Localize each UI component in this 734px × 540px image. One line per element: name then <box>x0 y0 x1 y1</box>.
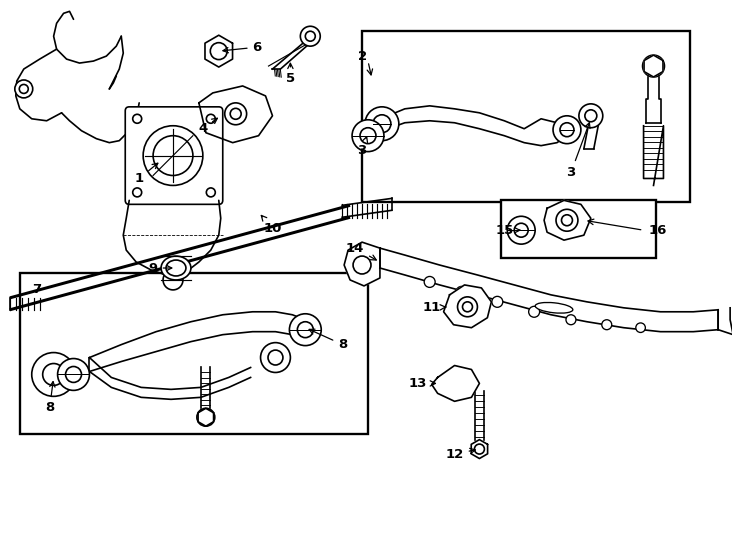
Circle shape <box>352 120 384 152</box>
Polygon shape <box>380 106 567 146</box>
Circle shape <box>15 80 33 98</box>
Circle shape <box>562 215 573 226</box>
Text: 13: 13 <box>409 377 435 390</box>
Circle shape <box>268 350 283 365</box>
Circle shape <box>211 43 228 59</box>
Text: 3: 3 <box>567 123 590 179</box>
Polygon shape <box>644 55 663 77</box>
Circle shape <box>261 342 291 373</box>
Text: 16: 16 <box>649 224 667 237</box>
Circle shape <box>579 104 603 128</box>
Circle shape <box>515 223 528 237</box>
Text: 8: 8 <box>309 329 347 351</box>
Polygon shape <box>471 440 487 458</box>
Text: 8: 8 <box>45 382 55 414</box>
Circle shape <box>360 128 376 144</box>
Polygon shape <box>198 408 214 426</box>
Text: 14: 14 <box>346 241 377 260</box>
Text: 4: 4 <box>198 118 217 135</box>
Text: 15: 15 <box>495 224 520 237</box>
Circle shape <box>300 26 320 46</box>
Circle shape <box>424 276 435 287</box>
Text: 2: 2 <box>358 50 367 63</box>
Circle shape <box>353 256 371 274</box>
Text: 3: 3 <box>357 137 368 157</box>
Circle shape <box>566 315 576 325</box>
Circle shape <box>133 188 142 197</box>
Ellipse shape <box>535 302 573 313</box>
Polygon shape <box>443 285 491 328</box>
Text: 1: 1 <box>134 163 158 185</box>
Polygon shape <box>205 35 233 67</box>
Circle shape <box>642 55 664 77</box>
Ellipse shape <box>166 260 186 276</box>
Polygon shape <box>432 366 479 401</box>
Circle shape <box>492 296 503 307</box>
Polygon shape <box>344 242 380 286</box>
Circle shape <box>305 31 316 41</box>
Text: 11: 11 <box>423 301 446 314</box>
Circle shape <box>225 103 247 125</box>
Circle shape <box>462 302 473 312</box>
Bar <box>501 200 655 258</box>
Text: 7: 7 <box>32 284 41 296</box>
Text: 6: 6 <box>223 40 262 53</box>
Circle shape <box>560 123 574 137</box>
Circle shape <box>528 306 539 318</box>
Polygon shape <box>380 248 718 332</box>
Circle shape <box>474 444 484 454</box>
Circle shape <box>65 367 81 382</box>
Circle shape <box>133 114 142 123</box>
Text: 5: 5 <box>286 63 295 85</box>
Bar <box>362 31 691 202</box>
Circle shape <box>206 188 215 197</box>
Circle shape <box>143 126 203 185</box>
Polygon shape <box>199 86 272 143</box>
Circle shape <box>636 323 645 333</box>
Circle shape <box>163 270 183 290</box>
Text: 9: 9 <box>148 261 172 274</box>
Text: 12: 12 <box>446 448 476 461</box>
Text: 10: 10 <box>261 215 282 235</box>
Circle shape <box>602 320 611 330</box>
Circle shape <box>457 297 477 317</box>
FancyBboxPatch shape <box>126 107 222 204</box>
Circle shape <box>153 136 193 176</box>
Circle shape <box>230 109 241 119</box>
Circle shape <box>365 107 399 140</box>
Circle shape <box>32 353 76 396</box>
Circle shape <box>373 115 391 133</box>
Ellipse shape <box>161 256 191 280</box>
Circle shape <box>206 114 215 123</box>
Circle shape <box>19 84 28 93</box>
Circle shape <box>585 110 597 122</box>
Polygon shape <box>544 200 591 240</box>
Circle shape <box>297 322 313 338</box>
Circle shape <box>197 408 215 426</box>
Circle shape <box>43 363 65 386</box>
Circle shape <box>507 217 535 244</box>
Circle shape <box>553 116 581 144</box>
Circle shape <box>289 314 321 346</box>
Bar <box>20 273 368 434</box>
Circle shape <box>556 210 578 231</box>
Circle shape <box>57 359 90 390</box>
Circle shape <box>456 286 467 298</box>
